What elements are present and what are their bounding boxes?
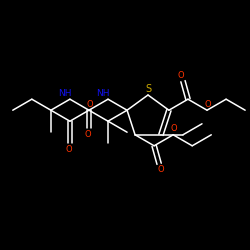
Text: NH: NH [96,89,110,98]
Text: O: O [171,124,177,133]
Text: S: S [145,84,151,94]
Text: O: O [85,130,91,139]
Text: O: O [158,165,164,174]
Text: O: O [87,100,93,109]
Text: NH: NH [58,89,72,98]
Text: O: O [205,100,211,109]
Text: O: O [66,145,72,154]
Text: O: O [178,71,184,80]
